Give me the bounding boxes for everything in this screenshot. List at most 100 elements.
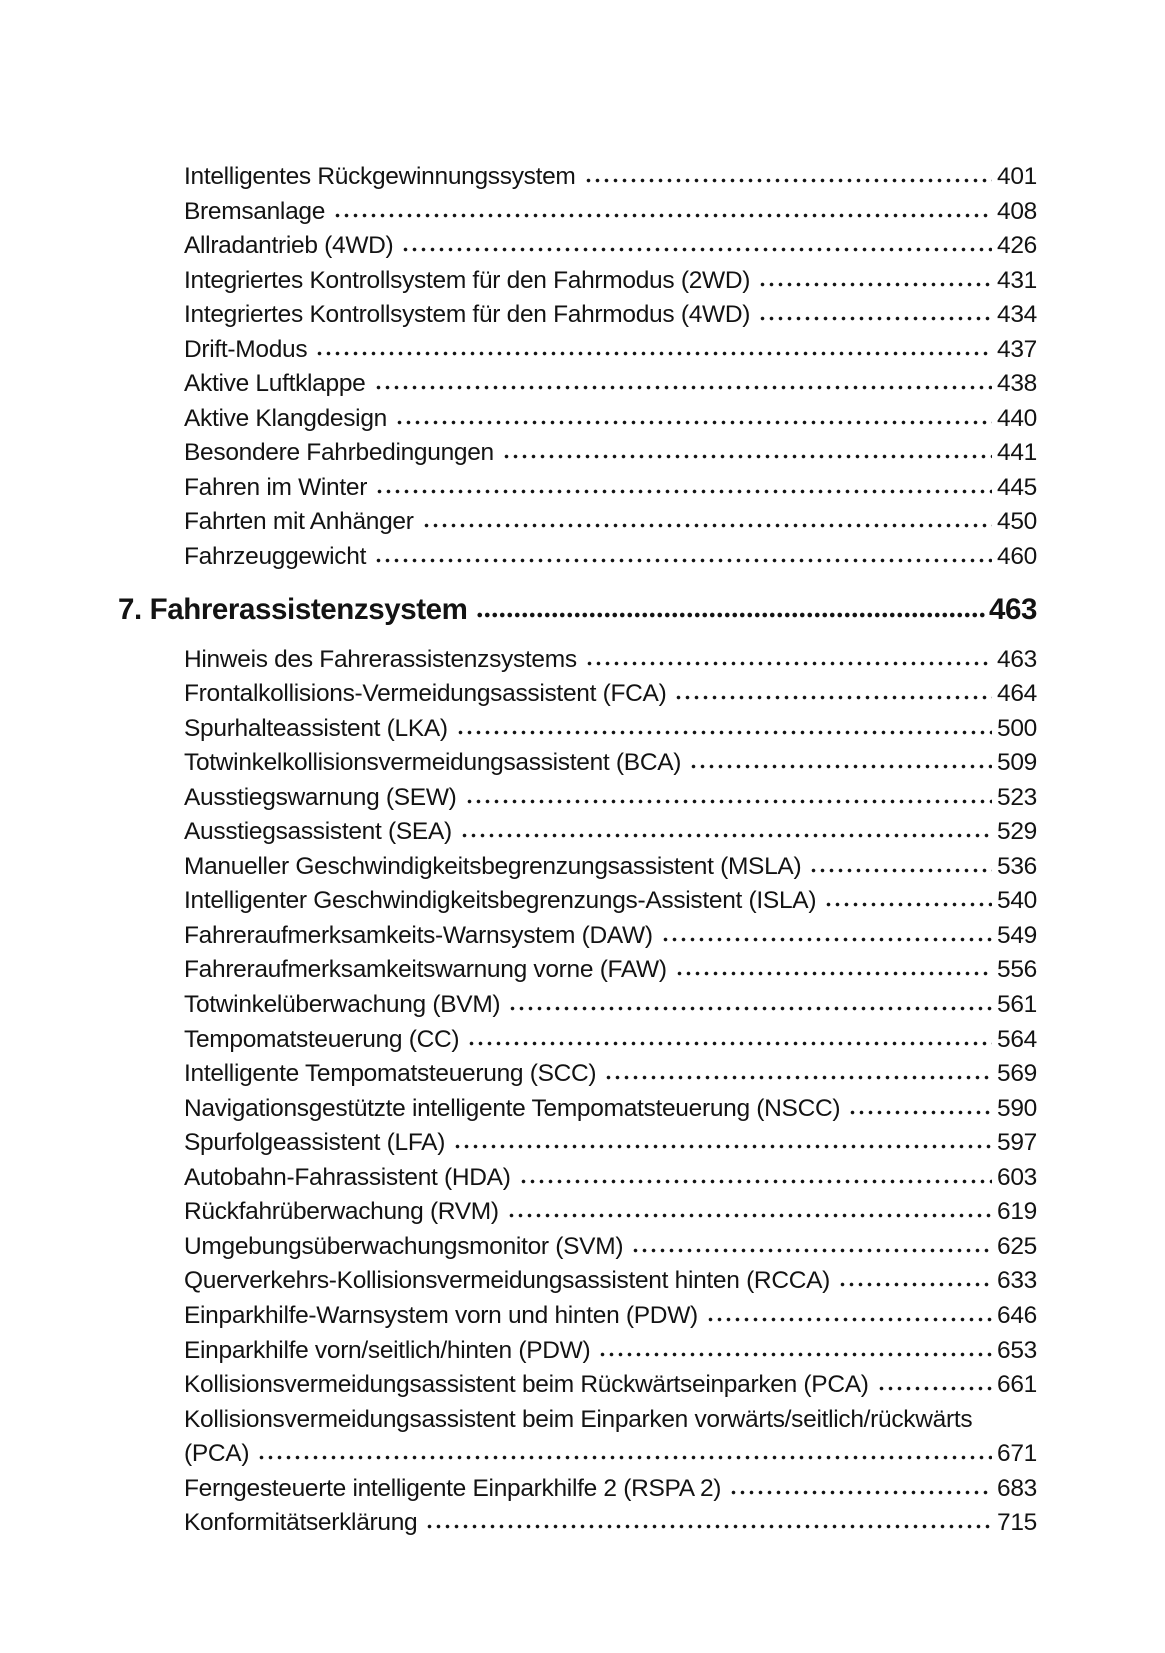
toc-entry-page: 464	[997, 680, 1037, 708]
toc-entry-title: Umgebungsüberwachungsmonitor (SVM)	[184, 1232, 624, 1260]
toc-entry-row[interactable]: Spurhalteassistent (LKA) 500	[118, 712, 1037, 747]
toc-entry-row[interactable]: Allradantrieb (4WD) 426	[118, 229, 1037, 264]
dot-leader	[674, 694, 993, 702]
toc-entry-title: Rückfahrüberwachung (RVM)	[184, 1198, 499, 1226]
toc-entry-page: 450	[997, 508, 1037, 536]
toc-entry-row[interactable]: Bremsanlage 408	[118, 195, 1037, 230]
toc-entry-row[interactable]: Tempomatsteuerung (CC) 564	[118, 1023, 1037, 1058]
toc-entry-title: Kollisionsvermeidungsassistent beim Rück…	[184, 1371, 869, 1399]
toc-entry-row[interactable]: Intelligentes Rückgewinnungssystem 401	[118, 160, 1037, 195]
toc-entry-row[interactable]: Ausstiegsassistent (SEA) 529	[118, 815, 1037, 850]
toc-entry-title: Totwinkelüberwachung (BVM)	[184, 991, 501, 1019]
toc-entry-title: Manueller Geschwindigkeitsbegrenzungsass…	[184, 852, 802, 880]
toc-entry-row[interactable]: Spurfolgeassistent (LFA) 597	[118, 1126, 1037, 1161]
toc-entry-row[interactable]: Intelligenter Geschwindigkeitsbegrenzung…	[118, 884, 1037, 919]
toc-entry-row[interactable]: Drift-Modus 437	[118, 333, 1037, 368]
dot-leader	[674, 970, 993, 978]
toc-entry-page: 653	[997, 1336, 1037, 1364]
toc-entry-page: 661	[997, 1371, 1037, 1399]
toc-entry-page: 549	[997, 921, 1037, 949]
toc-entry-title: Besondere Fahrbedingungen	[184, 439, 494, 467]
toc-entry-row[interactable]: Frontalkollisions-Vermeidungsassistent (…	[118, 677, 1037, 712]
toc-entry-row[interactable]: Fahrzeuggewicht 460	[118, 540, 1037, 575]
dot-leader	[394, 418, 993, 426]
dot-leader	[374, 557, 993, 565]
toc-entry-page: 715	[997, 1509, 1037, 1537]
toc-entry-title: Fahrten mit Anhänger	[184, 508, 414, 536]
toc-entry-row[interactable]: Integriertes Kontrollsystem für den Fahr…	[118, 298, 1037, 333]
toc-entry-page: 431	[997, 266, 1037, 294]
dot-leader	[459, 832, 993, 840]
dot-leader	[729, 1488, 993, 1496]
dot-leader	[421, 522, 993, 530]
toc-entry-page: 564	[997, 1025, 1037, 1053]
toc-entry-page: 401	[997, 163, 1037, 190]
dot-leader	[631, 1246, 993, 1254]
toc-entry-title: Autobahn-Fahrassistent (HDA)	[184, 1163, 511, 1191]
toc-entry-row[interactable]: Kollisionsvermeidungsassistent beim Rück…	[118, 1368, 1037, 1403]
toc-entry-row[interactable]: Querverkehrs-Kollisionsvermeidungsassist…	[118, 1264, 1037, 1299]
toc-entry-page: 509	[997, 749, 1037, 777]
toc-entry-page: 536	[997, 852, 1037, 880]
toc-entry-page: 426	[997, 232, 1037, 260]
toc-entry-title: Aktive Klangdesign	[184, 404, 387, 432]
toc-entry-row[interactable]: Einparkhilfe-Warnsystem vorn und hinten …	[118, 1299, 1037, 1334]
toc-entry-row[interactable]: Fahreraufmerksamkeits-Warnsystem (DAW) 54…	[118, 919, 1037, 954]
dot-leader	[425, 1523, 993, 1531]
toc-entry-title: Fahren im Winter	[184, 473, 368, 501]
toc-entry-row[interactable]: Aktive Luftklappe 438	[118, 367, 1037, 402]
toc-entry-row[interactable]: Umgebungsüberwachungsmonitor (SVM) 625	[118, 1230, 1037, 1265]
dot-leader	[689, 763, 993, 771]
toc-entry-row[interactable]: Rückfahrüberwachung (RVM) 619	[118, 1195, 1037, 1230]
dot-leader	[315, 349, 993, 357]
toc-entry-page: 438	[997, 370, 1037, 398]
toc-entry-page: 460	[997, 543, 1037, 571]
toc-entry-title: Ausstiegsassistent (SEA)	[184, 818, 452, 846]
toc-entry-page: 437	[997, 335, 1037, 363]
toc-entry-page: 445	[997, 473, 1037, 501]
toc-entry-page: 671	[997, 1440, 1037, 1468]
toc-entry-row[interactable]: Ausstiegswarnung (SEW) 523	[118, 781, 1037, 816]
toc-entry-title: Einparkhilfe vorn/seitlich/hinten (PDW)	[184, 1336, 591, 1364]
dot-leader	[758, 280, 993, 288]
toc-entry-row[interactable]: Manueller Geschwindigkeitsbegrenzungsass…	[118, 850, 1037, 885]
toc-entry-title: Totwinkelkollisionsvermeidungsassistent …	[184, 749, 682, 777]
toc-entry-page: 569	[997, 1060, 1037, 1088]
toc-section-heading-page: 463	[988, 592, 1037, 626]
toc-entry-row[interactable]: Totwinkelüberwachung (BVM) 561	[118, 988, 1037, 1023]
dot-leader	[824, 901, 993, 909]
dot-leader	[401, 246, 993, 254]
toc-entry-title: Integriertes Kontrollsystem für den Fahr…	[184, 266, 751, 294]
toc-entry-page: 441	[997, 439, 1037, 467]
toc-entry-page: 590	[997, 1094, 1037, 1122]
toc-entry-row[interactable]: Intelligente Tempomatsteuerung (SCC) 569	[118, 1057, 1037, 1092]
toc-entry-page: 561	[997, 991, 1037, 1019]
toc-entry-row[interactable]: Hinweis des Fahrerassistenzsystems 463	[118, 643, 1037, 678]
dot-leader	[809, 866, 993, 874]
dot-leader	[375, 487, 993, 495]
toc-section-heading-row[interactable]: 7. Fahrerassistenzsystem 463	[118, 592, 1037, 628]
toc-entry-page: 463	[997, 645, 1037, 673]
toc-entry-row[interactable]: Besondere Fahrbedingungen 441	[118, 436, 1037, 471]
dot-leader	[876, 1385, 993, 1393]
toc-entry-title: Allradantrieb (4WD)	[184, 232, 394, 260]
dot-leader	[660, 935, 993, 943]
dot-leader	[508, 1005, 993, 1013]
toc-entry-row[interactable]: Konformitätserklärung 715	[118, 1506, 1037, 1541]
toc-entry-row[interactable]: Ferngesteuerte intelligente Einparkhilfe…	[118, 1472, 1037, 1507]
toc-entry-row[interactable]: Integriertes Kontrollsystem für den Fahr…	[118, 264, 1037, 299]
toc-entry-title: Einparkhilfe-Warnsystem vorn und hinten …	[184, 1301, 698, 1329]
toc-entry-row[interactable]: Totwinkelkollisionsvermeidungsassistent …	[118, 746, 1037, 781]
toc-entry-row[interactable]: Einparkhilfe vorn/seitlich/hinten (PDW) 6…	[118, 1334, 1037, 1369]
dot-leader	[506, 1212, 993, 1220]
toc-entry-page: 556	[997, 956, 1037, 984]
toc-entry-row[interactable]: Aktive Klangdesign 440	[118, 402, 1037, 437]
toc-entry-row[interactable]: Fahrten mit Anhänger 450	[118, 505, 1037, 540]
dot-leader	[758, 315, 993, 323]
toc-entry-row[interactable]: Fahreraufmerksamkeitswarnung vorne (FAW)…	[118, 953, 1037, 988]
toc-entry-row[interactable]: Kollisionsvermeidungsassistent beim Einp…	[118, 1403, 1037, 1472]
toc-entry-title: Intelligente Tempomatsteuerung (SCC)	[184, 1060, 597, 1088]
toc-entry-row[interactable]: Fahren im Winter 445	[118, 471, 1037, 506]
toc-entry-row[interactable]: Navigationsgestützte intelligente Tempom…	[118, 1092, 1037, 1127]
toc-entry-row[interactable]: Autobahn-Fahrassistent (HDA) 603	[118, 1161, 1037, 1196]
